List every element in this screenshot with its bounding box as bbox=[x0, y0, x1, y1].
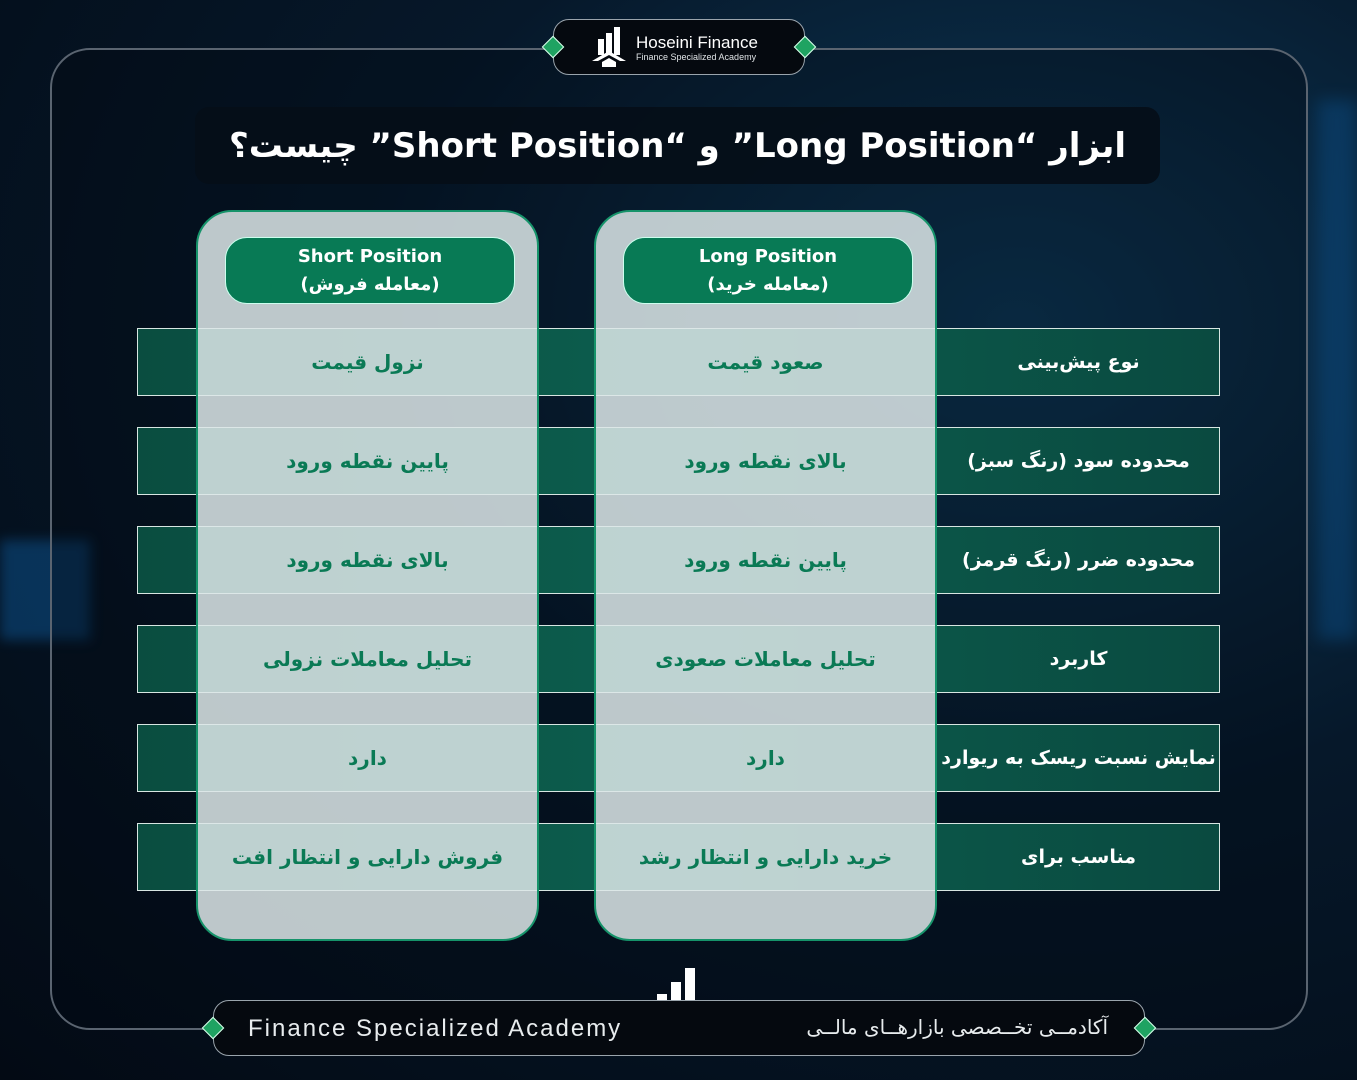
brand-tagline: Finance Specialized Academy bbox=[636, 51, 757, 62]
row-label: محدوده ضرر (رنگ قرمز) bbox=[962, 549, 1195, 571]
row-label: مناسب برای bbox=[1021, 846, 1136, 868]
short-cell: تحلیل معاملات نزولی bbox=[263, 647, 473, 671]
brand-name: Hoseini Finance bbox=[636, 32, 758, 52]
long-cell: خرید دارایی و انتظار رشد bbox=[638, 845, 893, 869]
column-title: Short Position bbox=[297, 245, 443, 267]
column-subtitle: (معامله خرید) bbox=[707, 273, 829, 295]
short-cell: نزول قیمت bbox=[311, 350, 424, 374]
long-cell: بالای نقطه ورود bbox=[684, 449, 847, 473]
footer-bar: Finance Specialized Academy آکادمــی تخـ… bbox=[201, 1000, 1157, 1056]
row-label: محدوده سود (رنگ سبز) bbox=[967, 450, 1190, 472]
short-position-header: Short Position (معامله فروش) bbox=[225, 237, 515, 304]
row-label: نمایش نسبت ریسک به ریوارد bbox=[941, 747, 1216, 769]
short-position-column: Short Position (معامله فروش) bbox=[196, 210, 539, 941]
brand-badge: Hoseini Finance Finance Specialized Acad… bbox=[541, 19, 817, 75]
long-cell: تحلیل معاملات صعودی bbox=[655, 647, 876, 671]
long-position-column: Long Position (معامله خرید) bbox=[594, 210, 937, 941]
background-glow bbox=[0, 540, 90, 640]
column-title: Long Position bbox=[698, 245, 838, 267]
short-cell: فروش دارایی و انتظار افت bbox=[231, 845, 504, 869]
footer-persian: آکادمــی تخــصصی بازارهــای مالــی bbox=[806, 1015, 1108, 1039]
row-label: نوع پیش‌بینی bbox=[1017, 351, 1140, 373]
footer-english: Finance Specialized Academy bbox=[248, 1015, 623, 1042]
short-cell: بالای نقطه ورود bbox=[286, 548, 449, 572]
long-cell: دارد bbox=[746, 746, 785, 770]
long-cell: صعود قیمت bbox=[707, 350, 824, 374]
background-glow bbox=[1317, 100, 1357, 640]
column-subtitle: (معامله فروش) bbox=[300, 273, 440, 295]
short-cell: دارد bbox=[348, 746, 387, 770]
short-cell: پایین نقطه ورود bbox=[286, 449, 449, 473]
page-title: ابزار “Long Position” و “Short Position”… bbox=[195, 107, 1160, 184]
long-position-header: Long Position (معامله خرید) bbox=[623, 237, 913, 304]
long-cell: پایین نقطه ورود bbox=[684, 548, 847, 572]
row-label: کاربرد bbox=[1049, 648, 1108, 670]
logo-icon bbox=[592, 27, 626, 67]
